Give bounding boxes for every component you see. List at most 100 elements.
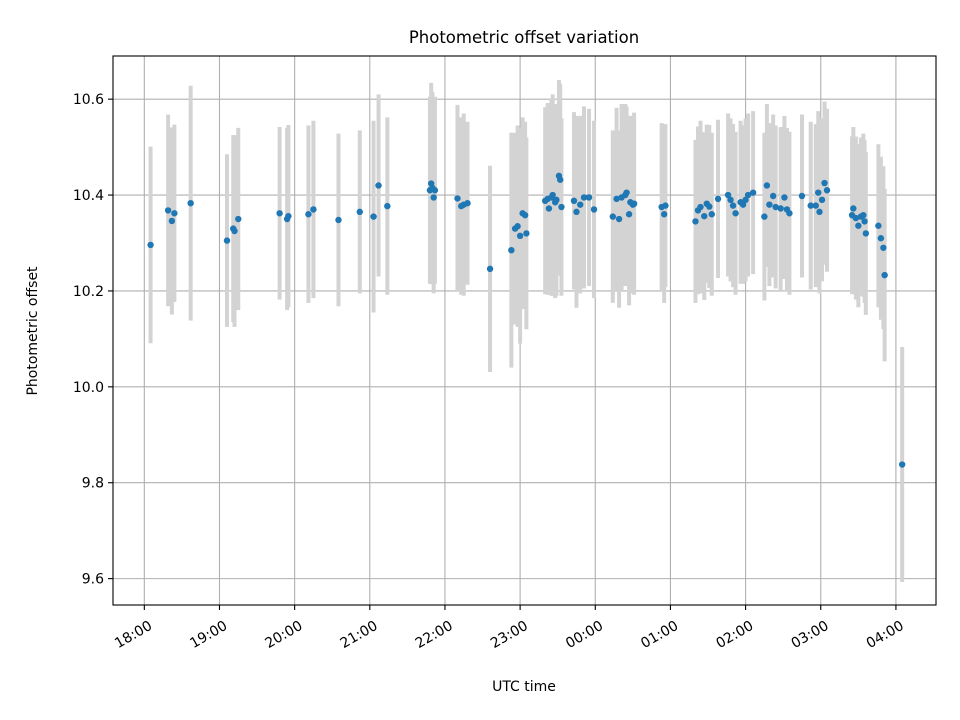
data-point	[772, 203, 779, 211]
data-point	[370, 213, 377, 220]
y-axis-label: Photometric offset	[25, 266, 41, 396]
data-point	[821, 179, 828, 187]
y-axis: 9.6 9.8 10.0 10.2 10.4 10.6	[73, 92, 113, 588]
data-point	[706, 203, 713, 210]
data-point	[815, 189, 822, 196]
data-point	[898, 461, 906, 468]
data-point	[570, 197, 578, 205]
data-point	[786, 210, 793, 217]
data-point	[164, 207, 172, 214]
data-point	[223, 237, 231, 244]
plot-frame	[112, 55, 937, 606]
data-point	[855, 222, 862, 229]
data-point	[862, 230, 870, 237]
data-point	[276, 210, 283, 217]
data-point	[807, 202, 814, 209]
data-point	[692, 218, 699, 225]
data-point	[823, 187, 831, 194]
data-point	[557, 176, 564, 183]
data-point	[732, 210, 739, 217]
data-point	[812, 202, 819, 209]
data-point	[464, 199, 471, 207]
data-point	[454, 195, 461, 202]
y-tick-label: 9.8	[82, 476, 104, 492]
data-point	[590, 206, 598, 213]
data-point	[798, 192, 806, 200]
data-point	[577, 201, 584, 208]
data-point	[231, 227, 238, 235]
chart-title: Photometric offset variation	[409, 28, 639, 47]
data-point	[549, 191, 556, 199]
data-point	[852, 214, 860, 222]
data-point	[875, 222, 882, 229]
y-tick-label: 10.0	[73, 380, 104, 396]
data-point	[701, 212, 708, 220]
data-point	[714, 195, 722, 203]
data-point	[818, 196, 826, 204]
data-point	[235, 215, 242, 223]
data-point	[356, 208, 363, 216]
data-point	[285, 212, 292, 220]
data-point	[553, 196, 560, 204]
data-point	[580, 194, 588, 201]
y-tick-label: 10.6	[73, 92, 104, 108]
data-point	[861, 218, 868, 225]
data-point	[763, 182, 771, 189]
data-point	[881, 271, 888, 279]
y-tick-label: 10.4	[73, 188, 104, 204]
data-point	[514, 223, 521, 230]
data-point	[486, 265, 494, 273]
data-point	[727, 196, 734, 204]
data-point	[630, 200, 638, 207]
data-point	[508, 246, 515, 254]
data-point	[739, 201, 747, 208]
data-point	[171, 210, 178, 217]
data-point	[816, 208, 823, 216]
data-point	[729, 202, 737, 209]
data-point	[187, 199, 194, 207]
data-point	[147, 241, 154, 249]
data-point	[585, 194, 593, 201]
data-point	[523, 230, 530, 237]
data-point	[615, 215, 623, 223]
data-point	[697, 203, 704, 211]
y-tick-label: 9.6	[82, 572, 104, 588]
data-point	[708, 211, 715, 218]
data-point	[613, 195, 620, 203]
data-point	[744, 191, 752, 199]
data-point	[375, 182, 382, 189]
data-point	[850, 205, 857, 212]
data-point	[860, 211, 867, 219]
data-points	[147, 172, 906, 468]
data-point	[573, 208, 580, 216]
data-point	[662, 202, 669, 209]
data-point	[625, 211, 633, 218]
data-point	[168, 217, 176, 225]
data-point	[749, 189, 757, 196]
data-point	[558, 203, 565, 211]
x-axis-label: UTC time	[492, 679, 556, 695]
data-point	[766, 201, 773, 208]
data-point	[521, 211, 529, 219]
data-point	[305, 211, 312, 218]
data-point	[877, 235, 885, 242]
data-point	[609, 213, 617, 220]
data-point	[545, 205, 553, 212]
data-point	[660, 211, 668, 218]
y-tick-label: 10.2	[73, 284, 104, 300]
data-point	[516, 232, 524, 240]
data-point	[335, 216, 342, 224]
data-point	[623, 189, 630, 196]
data-point	[742, 196, 749, 204]
data-point	[761, 213, 768, 220]
data-point	[310, 206, 317, 213]
data-point	[384, 202, 391, 210]
data-point	[769, 192, 777, 200]
data-point	[430, 194, 437, 201]
data-point	[781, 194, 788, 201]
data-point	[431, 187, 439, 194]
data-point	[777, 205, 784, 212]
data-point	[724, 191, 732, 199]
data-point	[880, 244, 887, 251]
